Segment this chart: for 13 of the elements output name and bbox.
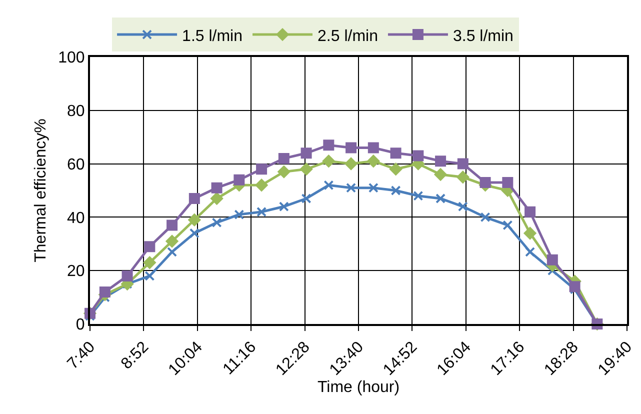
legend-label: 1.5 l/min	[182, 28, 243, 45]
legend-label: 3.5 l/min	[452, 28, 514, 45]
y-axis-title: Thermal efficiency%	[32, 118, 50, 262]
legend-label: 2.5 l/min	[318, 28, 378, 45]
y-tick-label: 60	[67, 156, 85, 174]
y-tick-label: 20	[67, 263, 85, 280]
y-tick-label: 40	[67, 210, 85, 227]
x-axis-title: Time (hour)	[317, 379, 400, 396]
y-tick-label: 100	[58, 50, 85, 67]
x-tick-label: 7:40	[64, 338, 99, 373]
y-tick-label: 80	[67, 103, 85, 120]
y-tick-label: 0	[76, 316, 85, 334]
x-tick-label: 8:52	[118, 338, 152, 373]
